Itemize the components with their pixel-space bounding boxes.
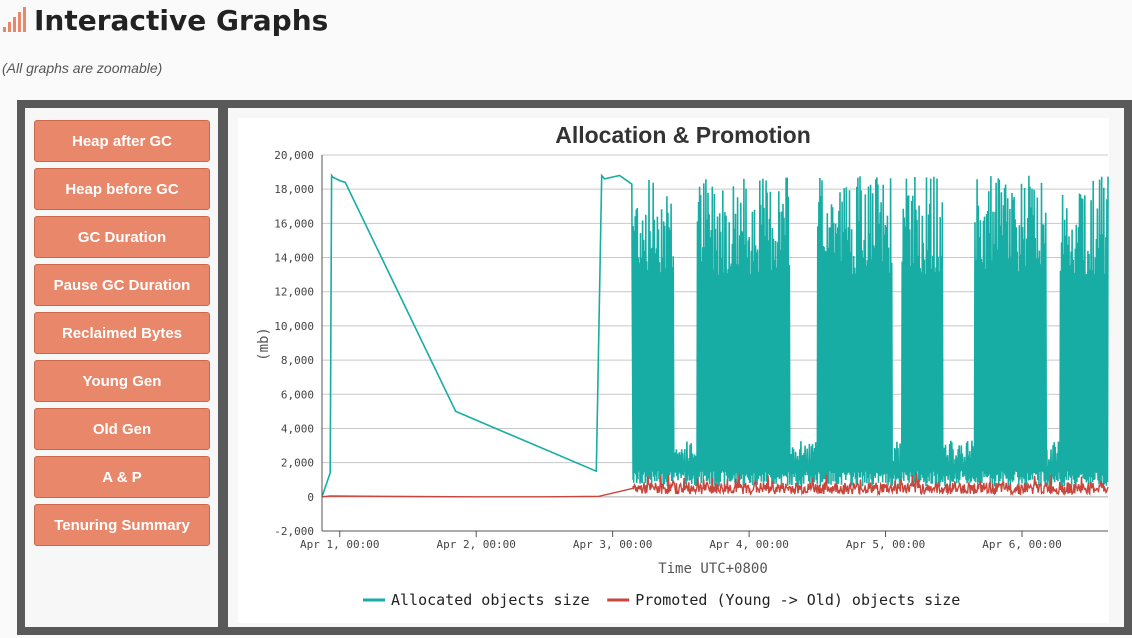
y-tick-label: 14,000 (274, 252, 314, 265)
chart-area: -2,000 0 2,000 4,000 6,000 8,000 10,000 12,000 1… (238, 118, 1109, 623)
x-tick-label: Apr 2, 00:00 (436, 538, 515, 551)
legend-label: Promoted (Young -> Old) objects size (635, 591, 960, 609)
legend-label: Allocated objects size (391, 591, 590, 609)
chart-panel: -2,000 0 2,000 4,000 6,000 8,000 10,000 12,000 1… (228, 108, 1124, 627)
x-tick-label: Apr 3, 00:00 (573, 538, 652, 551)
reclaimed-bytes-button[interactable]: Reclaimed Bytes (34, 312, 210, 354)
chart-legend: Allocated objects size Promoted (Young ->… (363, 591, 960, 609)
y-tick-label: -2,000 (274, 525, 314, 538)
graph-frame: Heap after GC Heap before GC GC Duration… (17, 100, 1132, 635)
y-tick-label: 2,000 (281, 457, 314, 470)
gc-duration-button[interactable]: GC Duration (34, 216, 210, 258)
allocation-promotion-chart[interactable]: -2,000 0 2,000 4,000 6,000 8,000 10,000 12,000 1… (238, 118, 1109, 623)
y-tick-label: 0 (307, 491, 314, 504)
graph-sidebar: Heap after GC Heap before GC GC Duration… (25, 108, 218, 627)
young-gen-button[interactable]: Young Gen (34, 360, 210, 402)
heap-before-gc-button[interactable]: Heap before GC (34, 168, 210, 210)
tenuring-summary-button[interactable]: Tenuring Summary (34, 504, 210, 546)
old-gen-button[interactable]: Old Gen (34, 408, 210, 450)
page-subtitle: (All graphs are zoomable) (2, 60, 163, 76)
page-title: Interactive Graphs (34, 3, 329, 37)
x-tick-label: Apr 6, 00:00 (982, 538, 1061, 551)
y-tick-label: 20,000 (274, 149, 314, 162)
x-tick-label: Apr 1, 00:00 (300, 538, 379, 551)
y-axis-label: (mb) (256, 327, 272, 361)
x-tick-label: Apr 5, 00:00 (846, 538, 925, 551)
x-tick-label: Apr 4, 00:00 (709, 538, 788, 551)
series-line-promoted (321, 471, 1109, 498)
heap-after-gc-button[interactable]: Heap after GC (34, 120, 210, 162)
y-tick-label: 12,000 (274, 286, 314, 299)
y-tick-label: 16,000 (274, 217, 314, 230)
y-tick-label: 6,000 (281, 388, 314, 401)
y-tick-label: 8,000 (281, 354, 314, 367)
signal-bars-icon (3, 7, 26, 32)
pause-gc-duration-button[interactable]: Pause GC Duration (34, 264, 210, 306)
chart-title: Allocation & Promotion (555, 122, 811, 148)
y-tick-label: 18,000 (274, 183, 314, 196)
x-axis-label: Time UTC+0800 (658, 561, 768, 577)
series-line-allocated (321, 173, 1109, 498)
y-tick-label: 4,000 (281, 422, 314, 435)
page-header: Interactive Graphs (0, 0, 328, 40)
y-tick-label: 10,000 (274, 320, 314, 333)
a-and-p-button[interactable]: A & P (34, 456, 210, 498)
